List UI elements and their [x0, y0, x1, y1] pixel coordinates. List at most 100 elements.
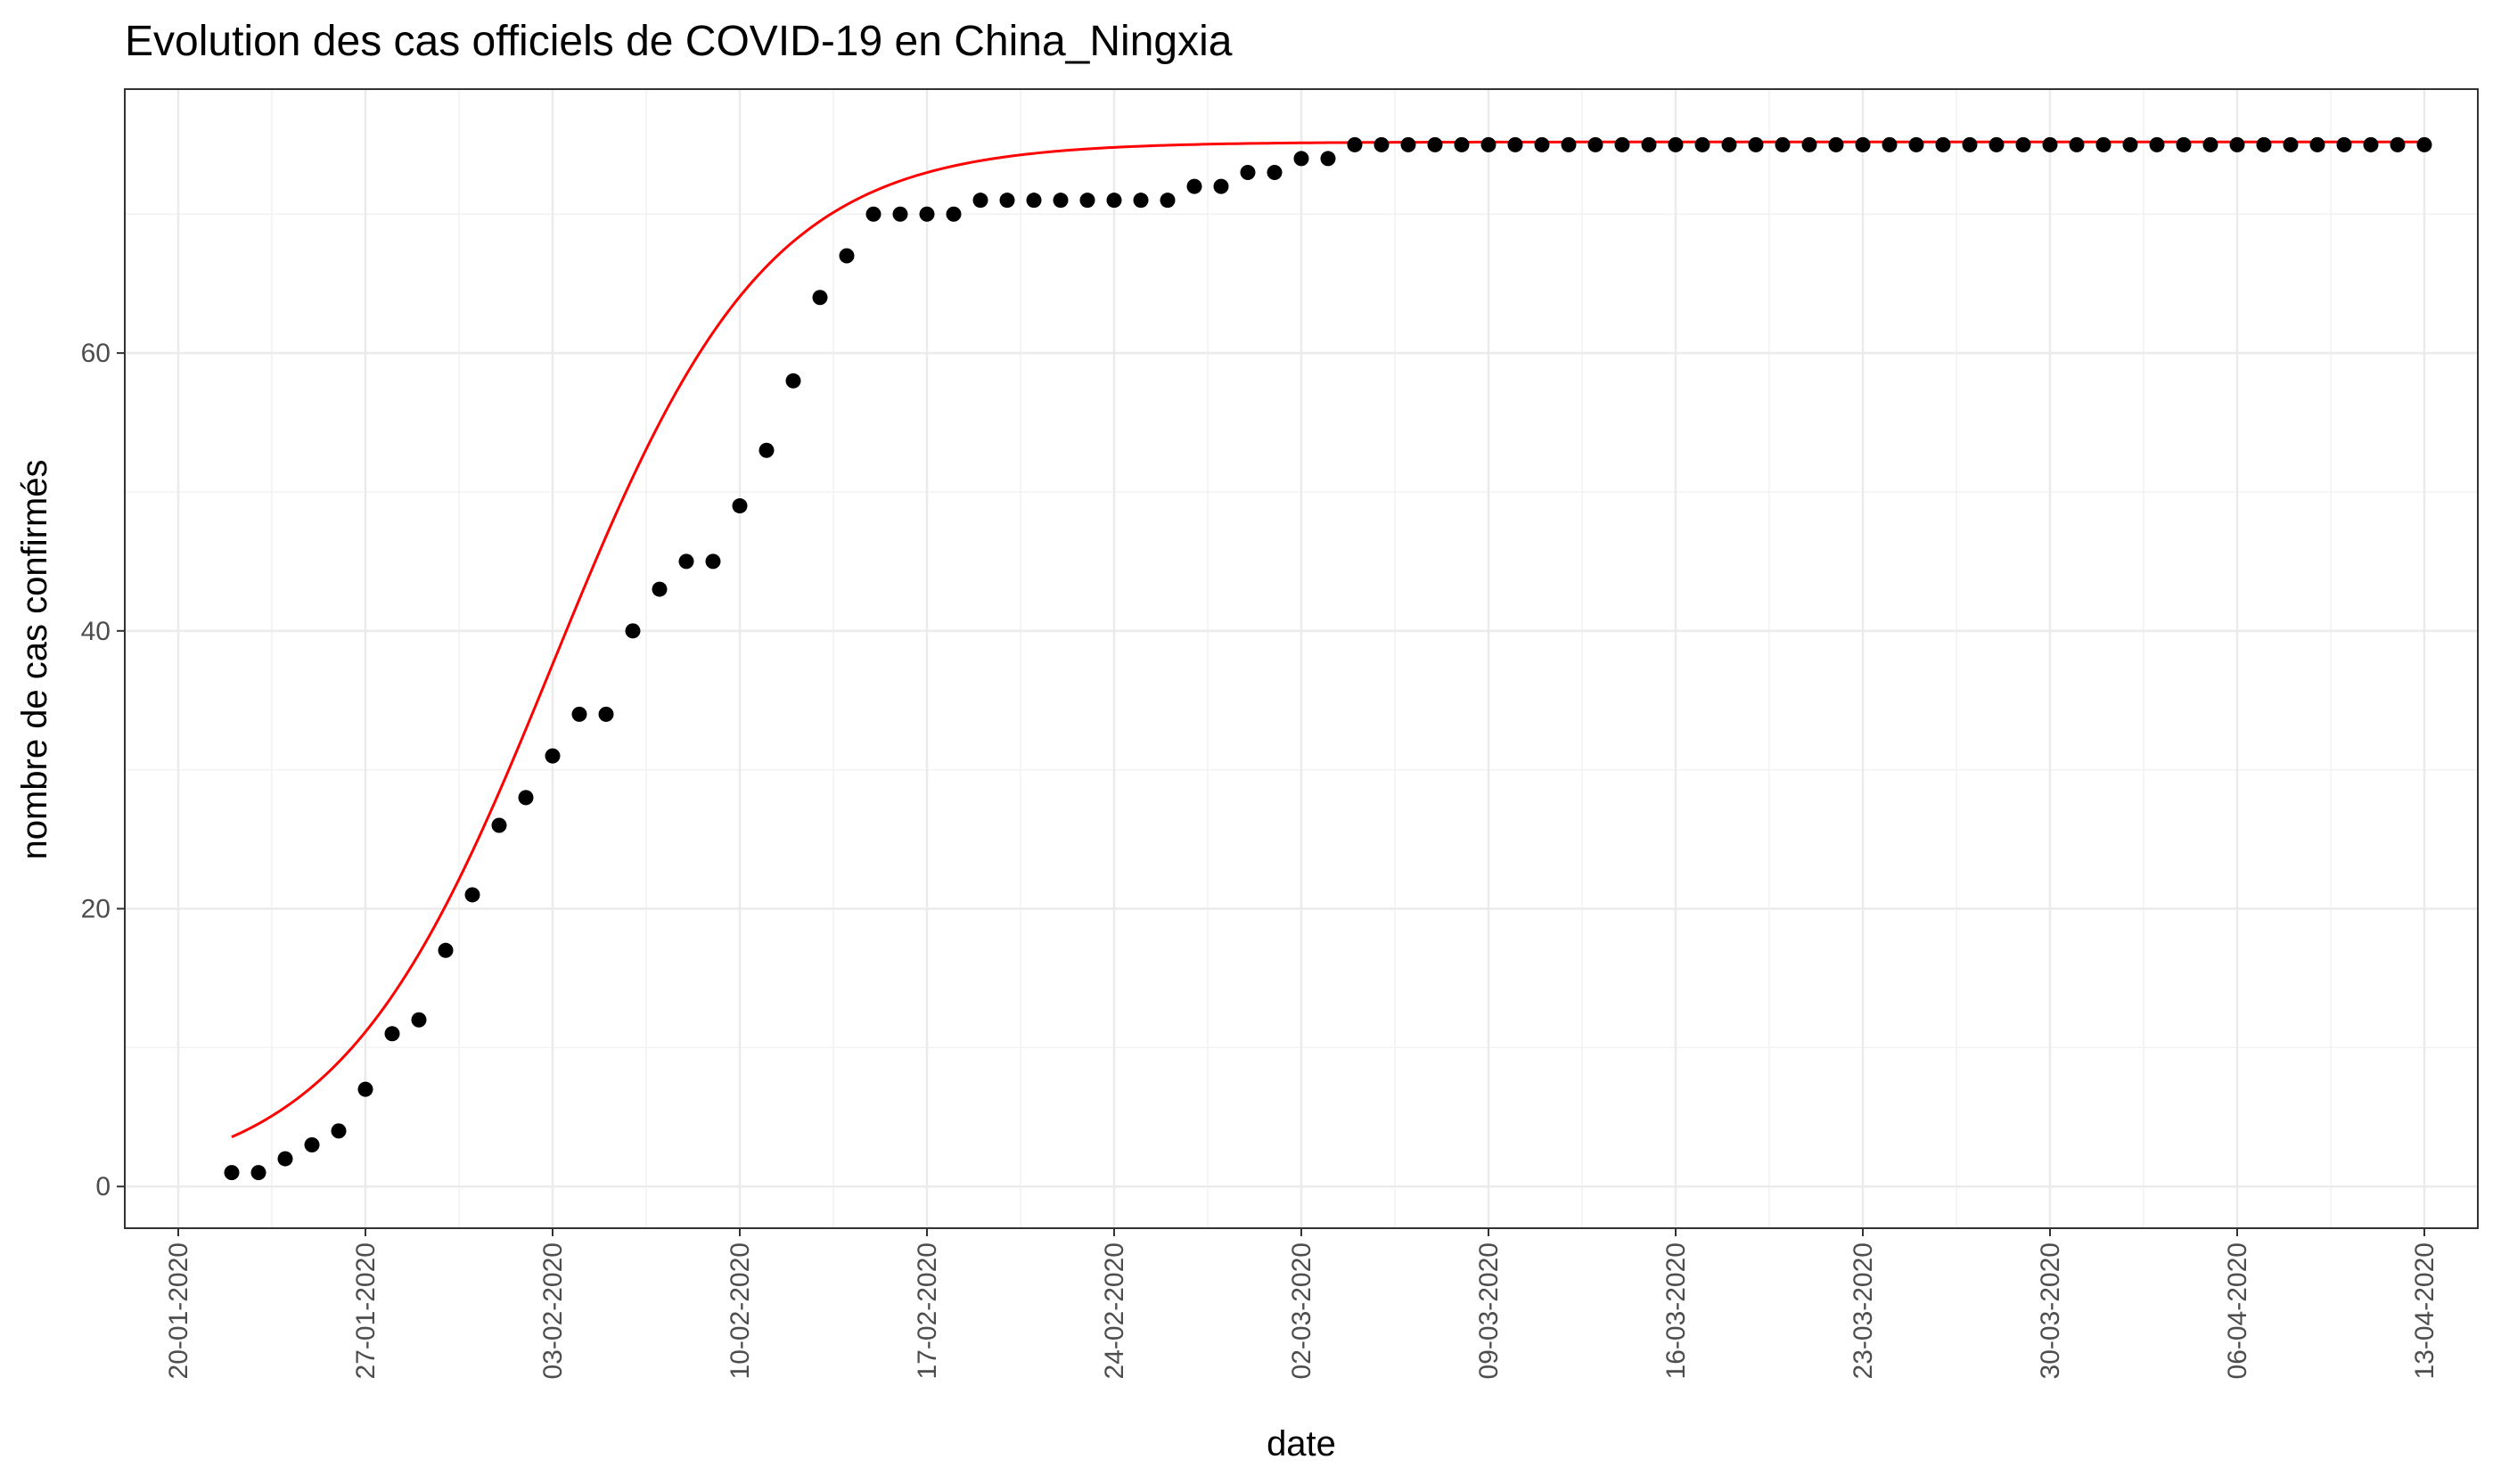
data-point — [545, 748, 561, 764]
data-point — [331, 1123, 347, 1139]
data-point — [357, 1081, 373, 1097]
data-point — [1694, 136, 1710, 152]
data-point — [464, 887, 480, 903]
chart-title: Evolution des cas officiels de COVID-19 … — [125, 18, 1233, 65]
data-point — [1561, 136, 1577, 152]
data-point — [1828, 136, 1844, 152]
data-points — [224, 136, 2432, 1181]
data-point — [839, 248, 855, 264]
data-point — [1641, 136, 1657, 152]
data-point — [1721, 136, 1737, 152]
data-point — [1106, 193, 1122, 209]
data-point — [1775, 136, 1791, 152]
data-point — [1935, 136, 1951, 152]
data-point — [1186, 178, 1202, 194]
data-point — [1614, 136, 1630, 152]
data-point — [1400, 136, 1416, 152]
data-point — [438, 942, 454, 958]
x-tick-label: 30-03-2020 — [2036, 1242, 2065, 1379]
data-point — [1962, 136, 1978, 152]
data-point — [1320, 151, 1336, 167]
y-axis-title: nombre de cas confirmés — [15, 459, 54, 859]
data-point — [491, 817, 507, 833]
data-point — [2176, 136, 2192, 152]
data-point — [2363, 136, 2379, 152]
x-tick-label: 24-02-2020 — [1100, 1242, 1129, 1379]
data-point — [2256, 136, 2272, 152]
data-point — [277, 1151, 293, 1167]
data-point — [2390, 136, 2406, 152]
data-point — [384, 1026, 400, 1042]
data-point — [705, 553, 721, 570]
data-point — [598, 706, 614, 722]
grid — [125, 89, 2478, 1228]
data-point — [304, 1136, 320, 1152]
data-point — [1882, 136, 1898, 152]
x-tick-label: 03-02-2020 — [538, 1242, 568, 1379]
data-point — [1240, 165, 1256, 181]
data-point — [411, 1012, 427, 1028]
data-point — [1053, 193, 1069, 209]
data-point — [518, 790, 534, 806]
data-point — [1908, 136, 1924, 152]
x-tick-label: 13-04-2020 — [2410, 1242, 2440, 1379]
data-point — [972, 193, 988, 209]
data-point — [785, 373, 801, 389]
x-axis-title: date — [1267, 1424, 1336, 1464]
data-point — [946, 206, 962, 222]
data-point — [2229, 136, 2245, 152]
data-point — [625, 623, 641, 639]
data-point — [1160, 193, 1176, 209]
x-axis: 20-01-2020 27-01-2020 03-02-2020 10-02-2020… — [164, 1228, 2440, 1379]
data-point — [1988, 136, 2005, 152]
data-point — [2309, 136, 2325, 152]
data-point — [812, 290, 828, 306]
data-point — [1267, 165, 1283, 181]
data-point — [224, 1165, 240, 1181]
data-point — [1668, 136, 1684, 152]
data-point — [1374, 136, 1390, 152]
data-point — [732, 498, 748, 514]
data-point — [892, 206, 908, 222]
y-tick-label: 40 — [81, 617, 111, 646]
y-tick-label: 60 — [81, 339, 111, 368]
data-point — [1026, 193, 1042, 209]
data-point — [2202, 136, 2218, 152]
data-point — [652, 581, 668, 597]
data-point — [999, 193, 1015, 209]
data-point — [1347, 136, 1363, 152]
x-tick-label: 16-03-2020 — [1661, 1242, 1691, 1379]
y-tick-label: 20 — [81, 895, 111, 924]
data-point — [250, 1165, 266, 1181]
data-point — [678, 553, 694, 570]
data-point — [1801, 136, 1817, 152]
x-tick-label: 02-03-2020 — [1287, 1242, 1316, 1379]
data-point — [1534, 136, 1550, 152]
data-point — [1480, 136, 1496, 152]
x-tick-label: 17-02-2020 — [913, 1242, 942, 1379]
data-point — [2015, 136, 2031, 152]
data-point — [2122, 136, 2138, 152]
data-point — [758, 442, 775, 458]
x-tick-label: 10-02-2020 — [726, 1242, 755, 1379]
data-point — [571, 706, 587, 722]
data-point — [2069, 136, 2085, 152]
data-point — [1213, 178, 1229, 194]
y-tick-label: 0 — [95, 1172, 111, 1201]
data-point — [1748, 136, 1764, 152]
data-point — [1427, 136, 1443, 152]
data-point — [2149, 136, 2165, 152]
data-point — [919, 206, 935, 222]
data-point — [865, 206, 882, 222]
x-tick-label: 06-04-2020 — [2223, 1242, 2252, 1379]
data-point — [2095, 136, 2112, 152]
data-point — [1079, 193, 1095, 209]
data-point — [2042, 136, 2058, 152]
x-tick-label: 23-03-2020 — [1849, 1242, 1878, 1379]
data-point — [1855, 136, 1871, 152]
data-point — [2283, 136, 2299, 152]
fitted-curve — [231, 140, 2424, 1139]
x-tick-label: 27-01-2020 — [351, 1242, 381, 1379]
data-point — [1454, 136, 1470, 152]
